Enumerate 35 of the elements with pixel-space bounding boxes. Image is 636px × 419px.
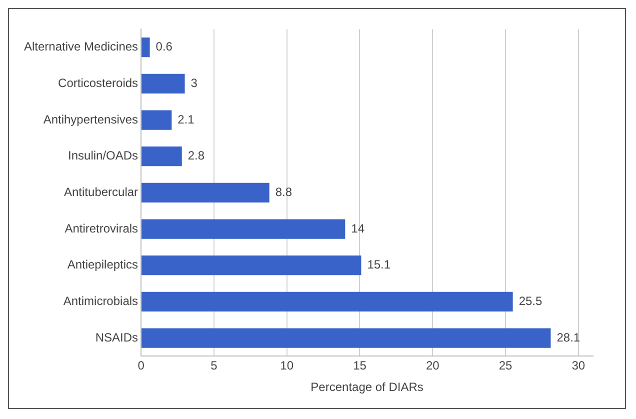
- bar: [142, 292, 513, 312]
- x-tick-label: 20: [426, 358, 440, 373]
- y-tick-label: Antihypertensives: [43, 112, 138, 126]
- y-tick-label: NSAIDs: [95, 330, 138, 344]
- bar: [142, 219, 346, 239]
- bar: [142, 146, 182, 166]
- y-tick-label: Alternative Medicines: [24, 40, 138, 54]
- data-label: 28.1: [556, 330, 580, 344]
- x-tick-label: 25: [498, 358, 513, 373]
- data-label: 14: [351, 221, 365, 236]
- x-axis-title: Percentage of DIARs: [310, 380, 424, 394]
- bar: [142, 74, 185, 94]
- bar: [142, 182, 270, 203]
- x-tick-label: 0: [138, 358, 145, 373]
- y-tick-label: Antitubercular: [64, 185, 138, 200]
- x-tick-label: 30: [572, 358, 586, 373]
- y-tick-label: Antiepileptics: [67, 258, 138, 272]
- data-label: 3: [190, 76, 198, 90]
- data-label: 8.8: [275, 185, 292, 200]
- y-tick-label: Antimicrobials: [63, 294, 138, 308]
- data-label: 0.6: [156, 40, 173, 54]
- data-label: 2.8: [188, 148, 205, 163]
- bar: [142, 328, 551, 348]
- data-label: 25.5: [518, 294, 542, 308]
- y-tick-label: Antiretrovirals: [64, 221, 138, 236]
- y-tick-label: Corticosteroids: [58, 76, 138, 90]
- data-label: 2.1: [178, 112, 195, 126]
- x-tick-label: 5: [210, 358, 218, 373]
- y-tick-label: Insulin/OADs: [68, 148, 138, 163]
- bar: [142, 256, 362, 276]
- bar: [142, 38, 150, 58]
- bar: [142, 110, 172, 130]
- data-label: 15.1: [367, 258, 391, 272]
- x-tick-label: 10: [280, 358, 294, 373]
- x-tick-label: 15: [353, 358, 367, 373]
